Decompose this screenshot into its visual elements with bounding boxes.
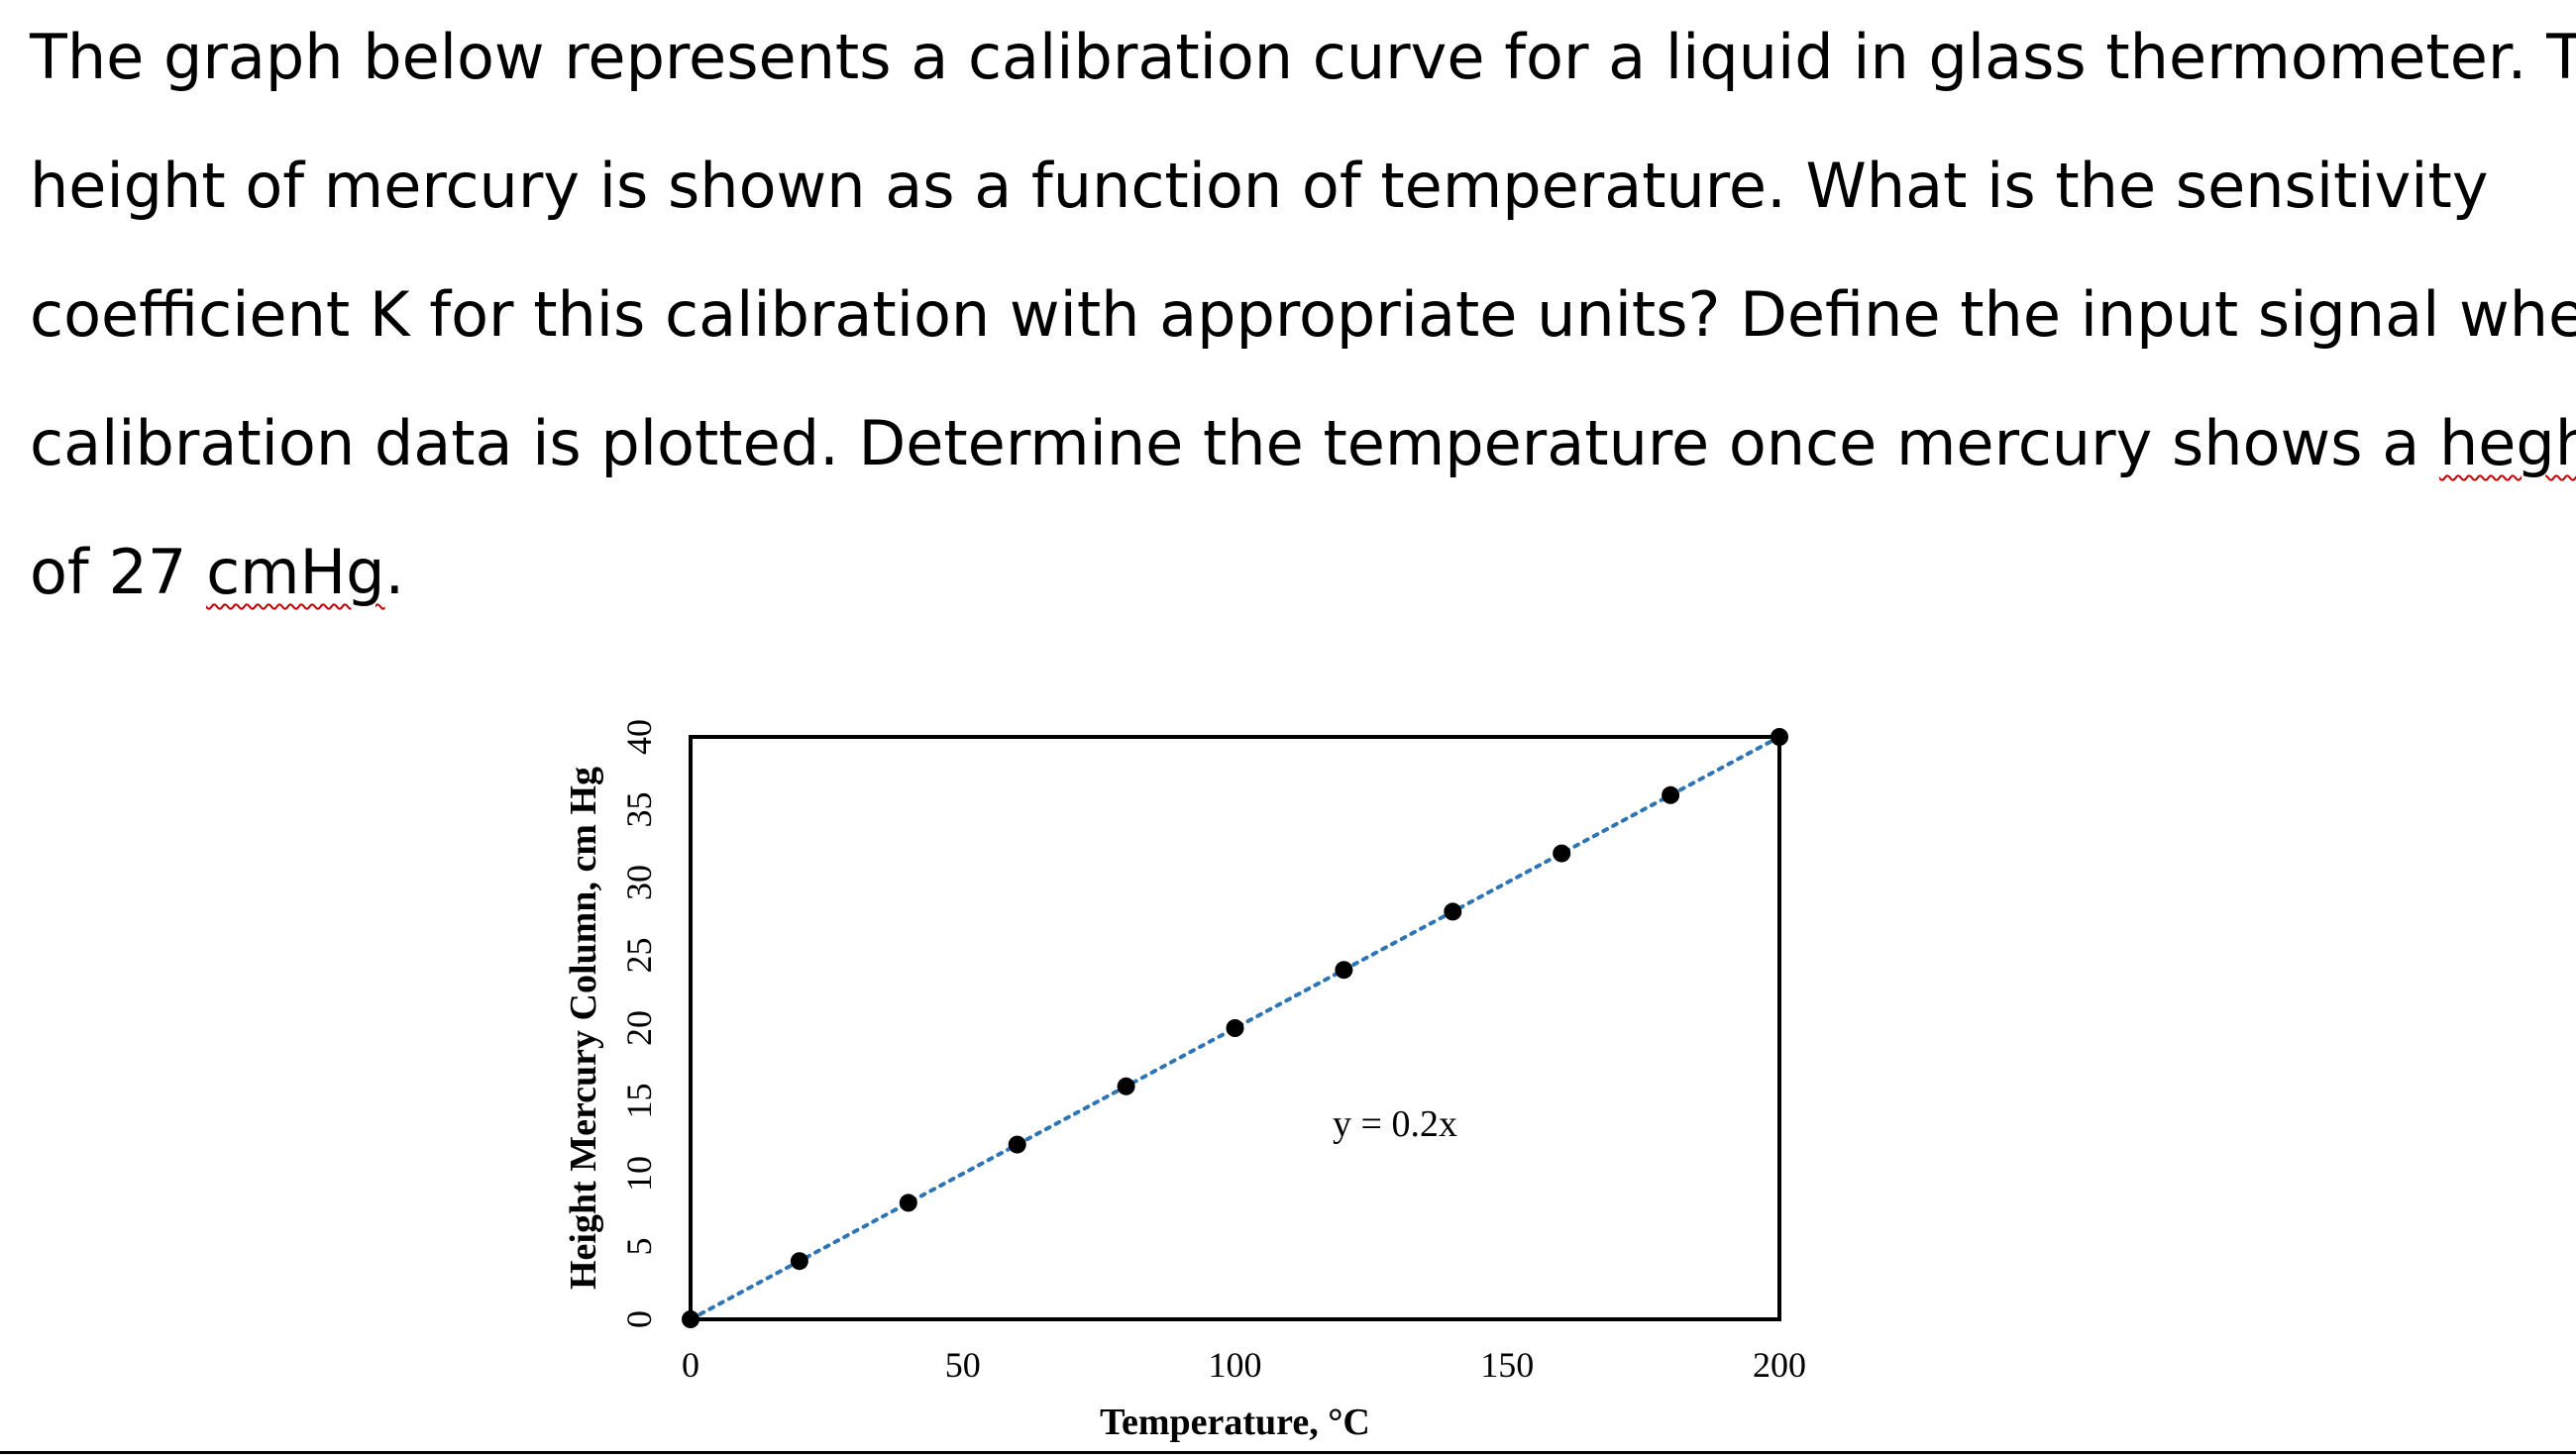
page-bottom-rule [0,1451,2576,1454]
data-point [1444,902,1462,921]
y-tick-label: 25 [619,938,659,974]
question-text-segment: height of mercury is shown as a function… [30,150,2489,222]
data-point [682,1310,699,1328]
question-line: height of mercury is shown as a function… [30,147,2489,226]
trendline-layer [689,735,1781,1321]
question-text-segment: of 27 [30,536,207,608]
trendline-equation: y = 0.2x [1333,1103,1457,1145]
x-axis-ticks: 0 50 100 150 200 [682,1345,1806,1385]
x-tick-label: 0 [682,1345,699,1385]
question-text-segment: coefficient K for this calibration with … [30,278,2576,351]
y-tick-label: 5 [619,1238,659,1256]
x-tick-label: 100 [1209,1345,1262,1385]
question-text-segment: . [384,536,405,608]
data-point [1117,1077,1135,1095]
data-point [790,1252,808,1271]
x-tick-label: 150 [1480,1345,1534,1385]
data-point [1662,785,1680,804]
data-points-layer [682,728,1788,1328]
question-line: of 27 cmHg. [30,533,404,612]
y-tick-label: 40 [619,719,659,755]
data-point [899,1194,917,1212]
misspelled-word: cmHg [206,536,385,608]
question-line: The graph below represents a calibration… [30,18,2576,97]
data-point [1553,844,1571,863]
misspelled-word: heghit [2438,407,2576,479]
x-tick-label: 200 [1753,1345,1806,1385]
y-tick-label: 0 [619,1310,659,1328]
y-tick-label: 20 [619,1010,659,1046]
plot-area-frame [689,735,1781,1321]
y-tick-label: 35 [619,792,659,828]
y-tick-label: 10 [619,1156,659,1192]
trendline [689,735,1781,1321]
question-line: calibration data is plotted. Determine t… [30,404,2576,483]
x-axis-title: Temperature, °C [1100,1402,1370,1443]
x-tick-label: 50 [945,1345,981,1385]
data-point [1335,961,1353,980]
data-point [1008,1135,1026,1154]
y-tick-label: 15 [619,1084,659,1119]
question-text-segment: The graph below represents a calibration… [30,21,2576,93]
y-axis-ticks: 0 5 10 15 20 25 30 35 40 [619,719,659,1328]
data-point [1226,1019,1244,1037]
y-tick-label: 30 [619,865,659,900]
data-point [1771,728,1788,746]
question-line: coefficient K for this calibration with … [30,275,2576,355]
y-axis-title: Height Mercury Column, cm Hg [563,767,604,1290]
question-text-segment: calibration data is plotted. Determine t… [30,407,2439,479]
